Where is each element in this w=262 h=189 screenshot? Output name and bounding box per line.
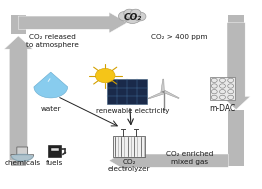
Polygon shape <box>11 154 33 161</box>
Bar <box>210 77 235 100</box>
Polygon shape <box>4 36 33 161</box>
Bar <box>113 136 145 157</box>
Polygon shape <box>228 15 244 28</box>
Circle shape <box>124 11 141 23</box>
Bar <box>51 148 58 151</box>
Text: CO₂ > 400 ppm: CO₂ > 400 ppm <box>151 34 207 40</box>
Text: CO₂ enriched
mixed gas: CO₂ enriched mixed gas <box>166 151 213 165</box>
Circle shape <box>124 9 135 17</box>
Polygon shape <box>228 110 244 166</box>
Circle shape <box>162 91 165 93</box>
Polygon shape <box>11 147 34 161</box>
Polygon shape <box>10 15 26 34</box>
Text: fuels: fuels <box>46 160 63 166</box>
Text: CO₂
electrolyzer: CO₂ electrolyzer <box>108 159 150 172</box>
Polygon shape <box>34 72 68 98</box>
Text: chemicals: chemicals <box>4 160 40 166</box>
Text: CO₂ released
to atmosphere: CO₂ released to atmosphere <box>26 34 79 48</box>
Polygon shape <box>109 150 228 171</box>
Circle shape <box>118 11 132 21</box>
Polygon shape <box>10 155 26 166</box>
Bar <box>48 145 61 157</box>
Text: CO₂: CO₂ <box>123 12 141 22</box>
Circle shape <box>95 68 115 83</box>
Polygon shape <box>163 90 179 98</box>
Circle shape <box>134 12 146 21</box>
Text: renewable electricity: renewable electricity <box>96 108 169 114</box>
Text: water: water <box>40 106 61 112</box>
Bar <box>106 79 147 104</box>
Polygon shape <box>148 91 165 99</box>
Polygon shape <box>161 79 164 92</box>
Circle shape <box>130 9 141 17</box>
Polygon shape <box>18 12 127 33</box>
Text: m-DAC: m-DAC <box>209 104 236 113</box>
Polygon shape <box>222 23 250 110</box>
